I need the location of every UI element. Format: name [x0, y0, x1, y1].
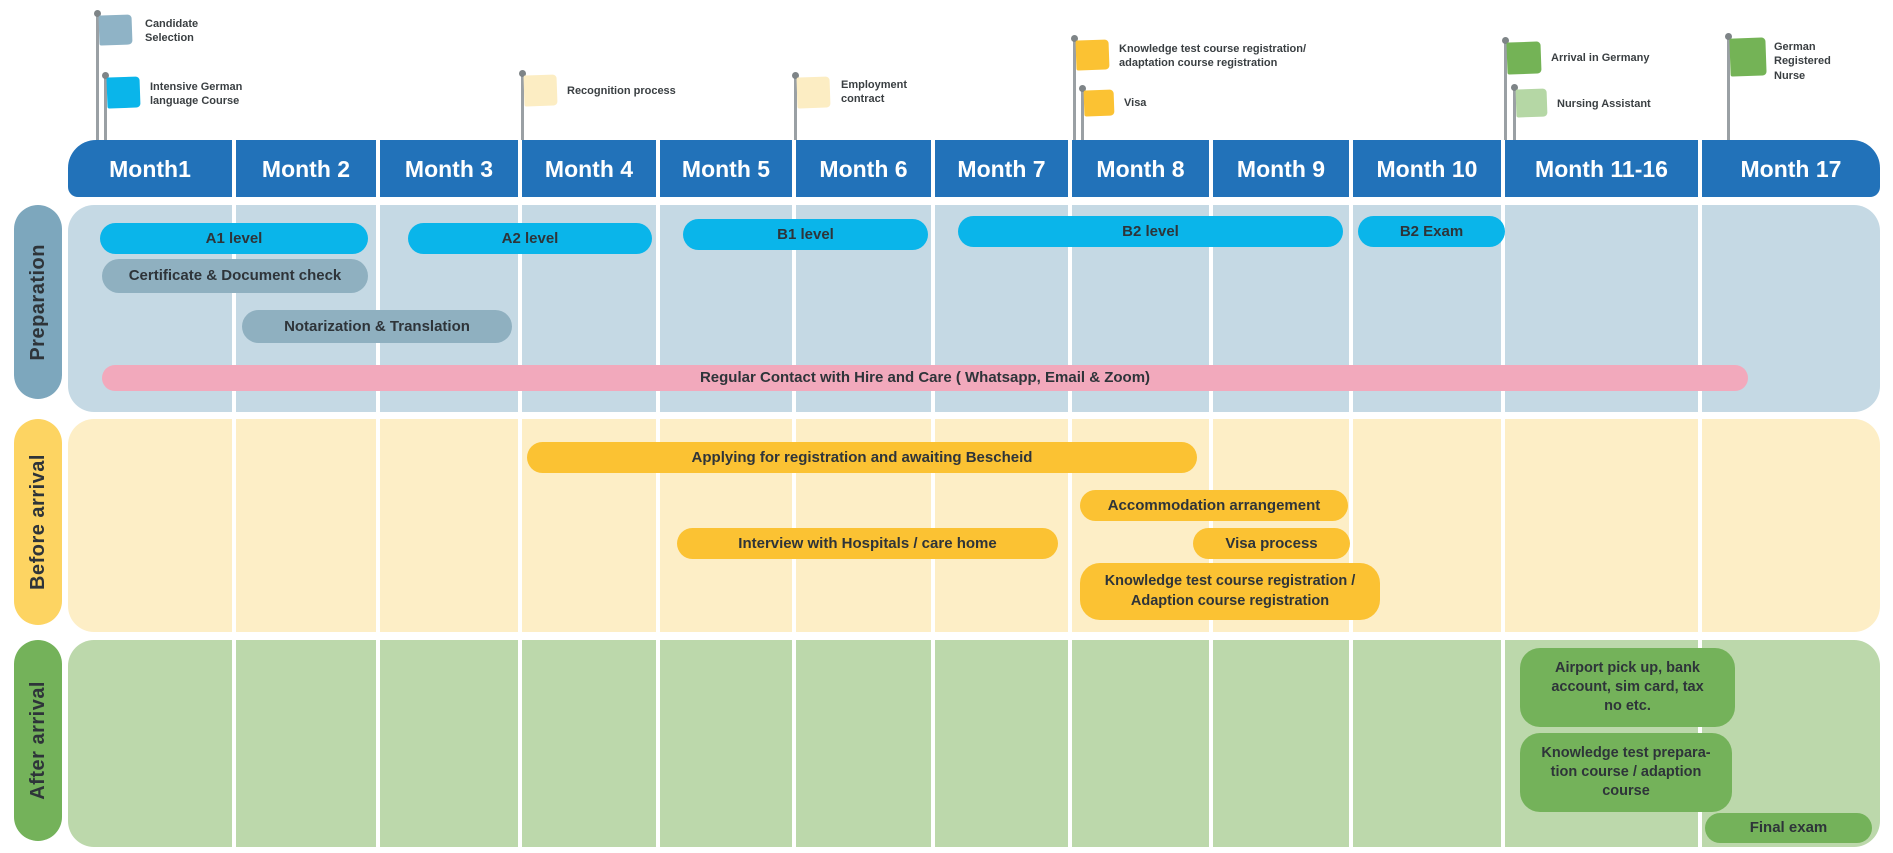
flag-pole [104, 75, 107, 140]
employment-contract-flag-icon [796, 76, 831, 109]
flag-pole [1513, 87, 1516, 140]
bar-b1-level: B1 level [683, 219, 928, 250]
knowledge-test-registration-flag-icon [1075, 39, 1110, 71]
flag-pole [96, 13, 99, 140]
candidate-selection-flag-icon [98, 14, 133, 46]
flag-pole-dot [94, 10, 101, 17]
column-separator [1349, 140, 1353, 847]
month-header-cell: Month 17 [1740, 156, 1842, 182]
bar-knowledge-test-registration: Knowledge test course registration / Ada… [1080, 563, 1380, 620]
lane-label-after-arrival: After arrival [14, 640, 62, 841]
lane-label-text: After arrival [26, 681, 49, 800]
month-header-cell: Month 2 [261, 156, 351, 182]
month-header-cell: Month 4 [544, 156, 634, 182]
employment-contract-flag-label: Employment contract [841, 79, 908, 106]
bar-b2-level: B2 level [958, 216, 1343, 247]
month-header-cell: Month 7 [957, 156, 1046, 182]
arrival-in-germany-flag-icon [1506, 41, 1542, 75]
month-header-cell: Month 3 [404, 156, 494, 182]
recognition-process-flag-icon [523, 74, 558, 107]
flag-pole-dot [102, 72, 109, 79]
flag-pole [794, 75, 797, 140]
column-separator [518, 140, 522, 847]
month-header-cell: Month 8 [1096, 156, 1185, 182]
flag-pole-dot [1079, 85, 1086, 92]
month-header-cell: Month 6 [819, 156, 908, 182]
bar-interview-hospitals: Interview with Hospitals / care home [677, 528, 1058, 559]
bar-a2-level: A2 level [408, 223, 652, 254]
flag-pole-dot [519, 70, 526, 77]
bar-regular-contact: Regular Contact with Hire and Care ( Wha… [102, 365, 1748, 391]
flag-pole-dot [1502, 37, 1509, 44]
lane-label-preparation: Preparation [14, 205, 62, 399]
month-header-cell: Month 9 [1236, 156, 1326, 182]
flag-pole-dot [792, 72, 799, 79]
visa-flag-icon [1083, 89, 1115, 117]
month-header-cell: Month1 [109, 156, 191, 182]
german-registered-nurse-flag-icon [1729, 37, 1767, 77]
bar-knowledge-test-preparation: Knowledge test prepara- tion course / ad… [1520, 733, 1732, 812]
month-header-strip [68, 140, 1880, 197]
bar-a1-level: A1 level [100, 223, 368, 254]
bar-notarization-translation: Notarization & Translation [242, 310, 512, 343]
flag-pole-dot [1071, 35, 1078, 42]
column-separator [1698, 140, 1702, 847]
nursing-assistant-flag-icon [1515, 88, 1548, 118]
knowledge-test-registration-flag-label: Knowledge test course registration/ adap… [1119, 43, 1307, 70]
intensive-german-flag-label: Intensive German language Course [150, 81, 243, 108]
candidate-selection-flag-label: Candidate Selection [145, 18, 199, 45]
flag-pole-dot [1511, 84, 1518, 91]
german-registered-nurse-flag-label: German Registered Nurse [1774, 41, 1831, 82]
recognition-process-flag-label: Recognition process [567, 85, 676, 97]
flag-pole [1504, 40, 1507, 140]
flag-pole-dot [1725, 33, 1732, 40]
bar-final-exam: Final exam [1705, 813, 1872, 843]
flag-pole [1073, 38, 1076, 140]
month-header-cell: Month 11-16 [1535, 156, 1668, 182]
intensive-german-flag-icon [106, 76, 141, 109]
bar-accommodation-arrangement: Accommodation arrangement [1080, 490, 1348, 521]
column-separator [232, 140, 236, 847]
bar-visa-process: Visa process [1193, 528, 1350, 559]
bar-b2-exam: B2 Exam [1358, 216, 1505, 247]
column-separator [1501, 140, 1505, 847]
flag-pole [1727, 36, 1730, 140]
bar-airport-pickup: Airport pick up, bank account, sim card,… [1520, 648, 1735, 727]
column-separator [656, 140, 660, 847]
bar-applying-registration: Applying for registration and awaiting B… [527, 442, 1197, 473]
arrival-in-germany-flag-label: Arrival in Germany [1551, 52, 1650, 64]
column-separator [376, 140, 380, 847]
column-separator [1068, 140, 1072, 847]
column-separator [931, 140, 935, 847]
nursing-assistant-flag-label: Nursing Assistant [1557, 98, 1651, 110]
month-header-cell: Month 10 [1376, 156, 1478, 182]
month-header-cell: Month 5 [681, 156, 771, 182]
lane-label-text: Before arrival [26, 454, 49, 590]
lane-label-before-arrival: Before arrival [14, 419, 62, 625]
visa-flag-label: Visa [1124, 97, 1147, 109]
bar-certificate-document-check: Certificate & Document check [102, 259, 368, 293]
flag-pole [521, 73, 524, 140]
column-separator [792, 140, 796, 847]
flag-pole [1081, 88, 1084, 140]
lane-label-text: Preparation [26, 243, 49, 361]
